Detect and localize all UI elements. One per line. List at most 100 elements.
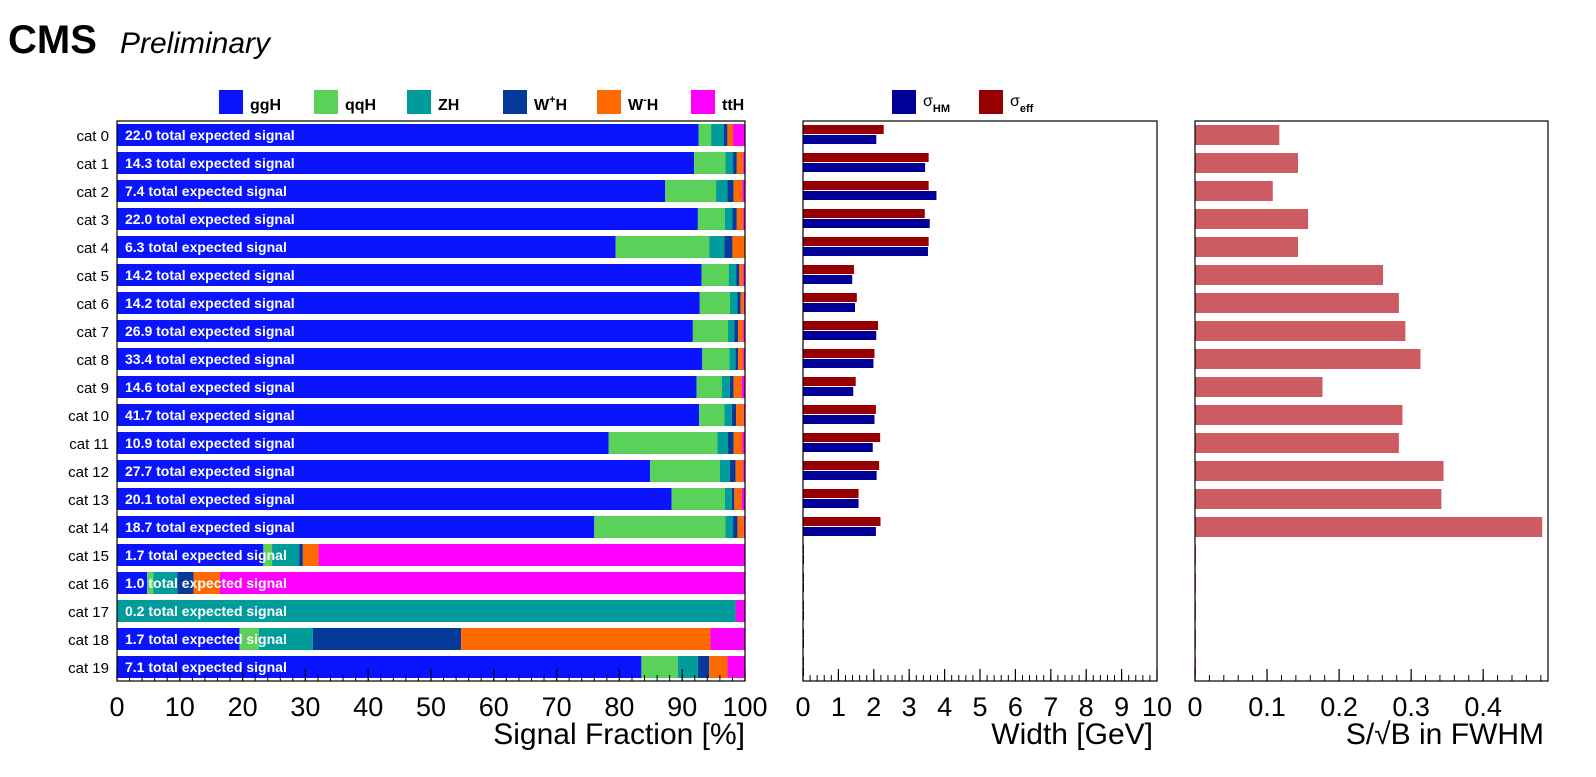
bar-annotation: 26.9 total expected signal [125, 323, 295, 339]
bar-segment [594, 516, 726, 538]
category-label: cat 4 [76, 240, 109, 257]
x-tick-label-0: 20 [228, 692, 258, 722]
bar-segment [677, 656, 698, 678]
x-tick-label-1: 6 [1008, 692, 1023, 722]
x-tick-label-0: 40 [353, 692, 383, 722]
bar-segment [735, 600, 745, 622]
bar-segment [263, 544, 273, 566]
bar-annotation: 10.9 total expected signal [125, 435, 295, 451]
bar-segment [615, 236, 710, 258]
bar-segment [743, 404, 745, 426]
bar-segment [731, 488, 735, 510]
bar-segment [177, 572, 194, 594]
bar-annotation: 14.6 total expected signal [125, 379, 295, 395]
legend-swatch [314, 90, 338, 114]
legend-label-tail: H [647, 97, 659, 114]
x-tick-label-2: 0 [1187, 692, 1202, 722]
bar-segment [117, 376, 697, 398]
legend-label: ttH [722, 97, 744, 114]
bar-segment [743, 152, 745, 174]
bar-segment [696, 376, 722, 398]
bar-segment [725, 516, 734, 538]
bar-segment [117, 516, 595, 538]
sovb-bar [1195, 321, 1406, 341]
x-tick-label-1: 7 [1043, 692, 1058, 722]
bar-segment [736, 152, 744, 174]
panels-group: 22.0 total expected signal cat 0 14.3 tota… [68, 90, 1549, 751]
bar-segment [117, 628, 240, 650]
bar-segment [733, 432, 743, 454]
legend-label-sup: + [549, 94, 555, 106]
bar-segment [717, 432, 729, 454]
sovb-bar [1195, 433, 1399, 453]
sovb-bar [1195, 517, 1543, 537]
bar-segment [117, 488, 672, 510]
x-tick-label-1: 2 [866, 692, 881, 722]
plot-frame-0 [116, 120, 746, 682]
bar-segment [728, 320, 735, 342]
bar-segment [699, 404, 725, 426]
legend-label: ggH [250, 97, 281, 114]
legend-label-sup: - [643, 94, 647, 106]
bar-segment [219, 572, 745, 594]
category-label: cat 18 [68, 632, 109, 649]
width-bar-sigma-eff [803, 293, 857, 302]
legend-label-main: ttH [722, 97, 744, 114]
category-label: cat 8 [76, 352, 109, 369]
bar-segment [741, 376, 745, 398]
width-bar-sigma-eff [803, 517, 881, 526]
bar-segment [117, 180, 666, 202]
bar-annotation: 22.0 total expected signal [125, 211, 295, 227]
bar-annotation: 18.7 total expected signal [125, 519, 295, 535]
bar-segment [697, 208, 725, 230]
bar-segment [729, 348, 736, 370]
bar-segment [698, 124, 712, 146]
bar-annotation: 7.1 total expected signal [125, 659, 287, 675]
bar-segment [716, 180, 728, 202]
bar-segment [742, 180, 745, 202]
sovb-bar [1195, 405, 1403, 425]
width-bar-sigma-hm [803, 471, 877, 480]
bar-segment [743, 292, 745, 314]
bar-segment [736, 208, 744, 230]
bar-segment [734, 488, 742, 510]
bar-segment [739, 264, 744, 286]
legend-label: σHM [923, 93, 950, 115]
bar-segment [743, 320, 745, 342]
x-axis-label-1: Width [GeV] [991, 718, 1153, 751]
width-bar-sigma-hm [803, 303, 856, 312]
category-label: cat 12 [68, 464, 109, 481]
bar-segment [312, 628, 462, 650]
sovb-bar [1195, 461, 1444, 481]
bar-segment [742, 432, 745, 454]
width-bar-sigma-hm [803, 443, 873, 452]
x-tick-label-2: 0.2 [1320, 692, 1358, 722]
bar-segment [743, 208, 745, 230]
width-bar-sigma-eff [803, 405, 876, 414]
bar-segment [117, 264, 702, 286]
bar-segment [461, 628, 711, 650]
bar-segment [735, 348, 739, 370]
category-label: cat 2 [76, 184, 109, 201]
x-tick-label-2: 0.1 [1248, 692, 1286, 722]
bar-annotation: 14.3 total expected signal [125, 155, 295, 171]
bar-segment [147, 572, 154, 594]
legend-label-main: qqH [345, 97, 376, 114]
width-bar-sigma-hm [803, 191, 937, 200]
width-bar-sigma-eff [803, 377, 856, 386]
category-label: cat 3 [76, 212, 109, 229]
bar-segment [727, 656, 745, 678]
bar-segment [272, 544, 300, 566]
bar-segment [729, 292, 738, 314]
bar-segment [732, 208, 737, 230]
category-label: cat 9 [76, 380, 109, 397]
bar-annotation: 14.2 total expected signal [125, 267, 295, 283]
bar-annotation: 7.4 total expected signal [125, 183, 287, 199]
bar-segment [723, 124, 728, 146]
bar-segment [117, 348, 703, 370]
bar-segment [733, 516, 738, 538]
category-label: cat 1 [76, 156, 109, 173]
legend-label: W+H [534, 94, 567, 114]
bar-segment [729, 376, 734, 398]
